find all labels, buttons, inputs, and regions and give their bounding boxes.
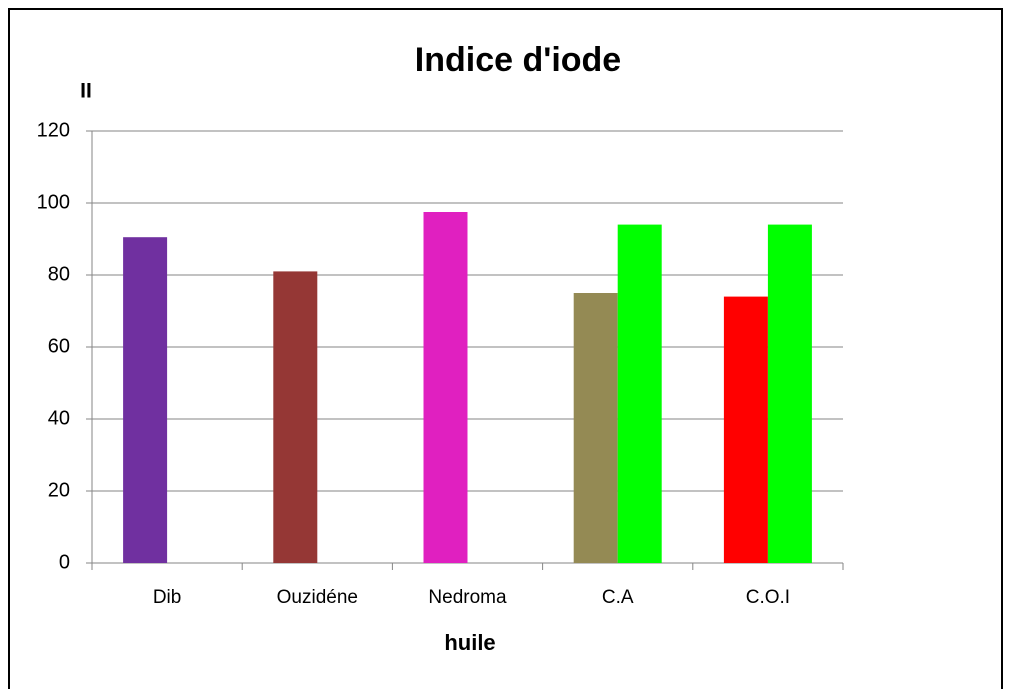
y-tick-label: 120	[37, 119, 70, 141]
x-tick-label: Nedroma	[428, 587, 507, 608]
y-tick-label: 80	[48, 263, 70, 285]
x-tick-label: Ouzidéne	[277, 587, 358, 608]
bar	[723, 296, 768, 563]
x-tick-label: C.O.I	[746, 587, 790, 608]
bar	[573, 293, 618, 563]
x-tick-label: C.A	[602, 587, 634, 608]
y-tick-label: 0	[59, 551, 70, 573]
bar	[423, 212, 468, 563]
x-tick-label: Dib	[153, 587, 182, 608]
chart-frame	[8, 8, 1003, 689]
y-tick-label: 40	[48, 407, 70, 429]
bar	[123, 237, 168, 563]
y-axis-label: II	[80, 80, 92, 103]
y-tick-label: 20	[48, 479, 70, 501]
y-tick-label: 60	[48, 335, 70, 357]
bar	[273, 271, 318, 563]
chart-title: Indice d'iode	[415, 41, 621, 79]
x-axis-label: huile	[444, 630, 495, 655]
bar	[767, 224, 812, 563]
y-tick-label: 100	[37, 191, 70, 213]
bar	[617, 224, 662, 563]
